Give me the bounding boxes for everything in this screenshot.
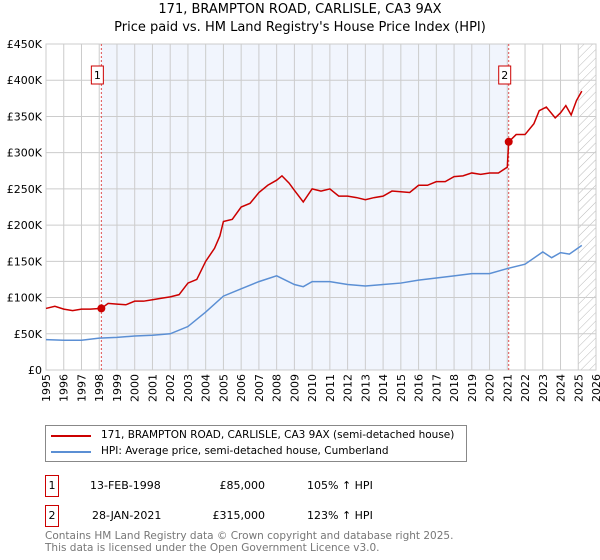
sale-date: 28-JAN-2021 (92, 509, 162, 522)
sale-row-1: 1 13-FEB-1998 £85,000 105% ↑ HPI (45, 475, 445, 497)
legend-item-property: 171, BRAMPTON ROAD, CARLISLE, CA3 9AX (s… (51, 429, 454, 442)
y-tick-label: £0 (28, 364, 42, 377)
x-tick-label: 1997 (75, 374, 88, 402)
hatched-future-region (578, 44, 596, 370)
x-tick-label: 2007 (253, 374, 266, 402)
sale-hpi: 123% ↑ HPI (307, 509, 373, 522)
x-tick-label: 2016 (413, 374, 426, 402)
x-tick-label: 1996 (58, 374, 71, 402)
x-tick-label: 2002 (164, 374, 177, 402)
sale-row-2: 2 28-JAN-2021 £315,000 123% ↑ HPI (45, 505, 445, 527)
y-tick-label: £50K (14, 328, 43, 341)
footer: Contains HM Land Registry data © Crown c… (45, 530, 453, 554)
x-tick-label: 2009 (288, 374, 301, 402)
x-tick-label: 2017 (430, 374, 443, 402)
sale-marker-badge: 1 (45, 475, 59, 497)
x-tick-label: 2010 (306, 374, 319, 402)
sale-label-box (90, 65, 104, 85)
chart-subtitle: Price paid vs. HM Land Registry's House … (114, 20, 486, 35)
x-tick-label: 2021 (501, 374, 514, 402)
sale-marker-badge: 2 (45, 505, 59, 527)
x-tick-label: 2008 (271, 374, 284, 402)
x-tick-label: 2006 (235, 374, 248, 402)
legend-swatch-red (51, 434, 91, 437)
x-tick-label: 2011 (324, 374, 337, 402)
sale-date: 13-FEB-1998 (90, 479, 161, 492)
sale-point (504, 137, 513, 146)
sale-point (97, 304, 106, 313)
sale-label-box (498, 65, 512, 85)
x-tick-label: 2014 (377, 374, 390, 402)
x-tick-label: 2022 (519, 374, 532, 402)
chart-title: 171, BRAMPTON ROAD, CARLISLE, CA3 9AX (158, 2, 442, 17)
x-tick-label: 2024 (555, 374, 568, 402)
y-tick-label: £250K (7, 183, 43, 196)
x-tick-label: 2026 (590, 374, 600, 402)
legend-swatch-blue (51, 450, 91, 453)
y-tick-label: £100K (7, 292, 43, 305)
footer-line-2: This data is licensed under the Open Gov… (45, 542, 380, 554)
series-line-hpi (45, 244, 583, 342)
y-tick-label: £350K (7, 110, 43, 123)
x-tick-label: 2005 (217, 374, 230, 402)
x-tick-label: 2003 (182, 374, 195, 402)
legend: 171, BRAMPTON ROAD, CARLISLE, CA3 9AX (s… (45, 425, 467, 462)
price-chart: 1995 1996 1997 1998 1999 2000 2001 2002 2003 2004… (7, 38, 600, 402)
plot-frame (45, 43, 597, 371)
x-tick-label: 2018 (448, 374, 461, 402)
y-tick-label: £450K (7, 38, 43, 51)
x-tick-label: 2025 (572, 374, 585, 402)
sale-hpi: 105% ↑ HPI (307, 479, 373, 492)
legend-item-hpi: HPI: Average price, semi-detached house,… (51, 445, 389, 458)
sale-label: 2 (501, 69, 508, 82)
x-tick-label: 2000 (129, 374, 142, 402)
x-tick-label: 2004 (200, 374, 213, 402)
legend-label: 171, BRAMPTON ROAD, CARLISLE, CA3 9AX (s… (101, 429, 455, 441)
y-tick-label: £150K (7, 255, 43, 268)
y-tick-label: £400K (7, 74, 43, 87)
x-tick-label: 2023 (537, 374, 550, 402)
y-tick-label: £200K (7, 219, 43, 232)
sale-price: £315,000 (212, 509, 266, 522)
x-tick-label: 2015 (395, 374, 408, 402)
sale-price: £85,000 (219, 479, 266, 492)
x-tick-label: 2013 (359, 374, 372, 402)
x-tick-label: 1995 (40, 374, 53, 402)
x-tick-label: 2020 (484, 374, 497, 402)
legend-label: HPI: Average price, semi-detached house,… (101, 445, 389, 457)
x-tick-label: 2001 (146, 374, 159, 402)
shaded-ownership-region (101, 44, 509, 370)
x-tick-label: 1999 (111, 374, 124, 402)
x-tick-label: 1998 (93, 374, 106, 402)
sale-label: 1 (94, 69, 101, 82)
y-tick-label: £300K (7, 147, 43, 160)
x-tick-label: 2019 (466, 374, 479, 402)
x-tick-label: 2012 (342, 374, 355, 402)
footer-line-1: Contains HM Land Registry data © Crown c… (45, 530, 454, 542)
